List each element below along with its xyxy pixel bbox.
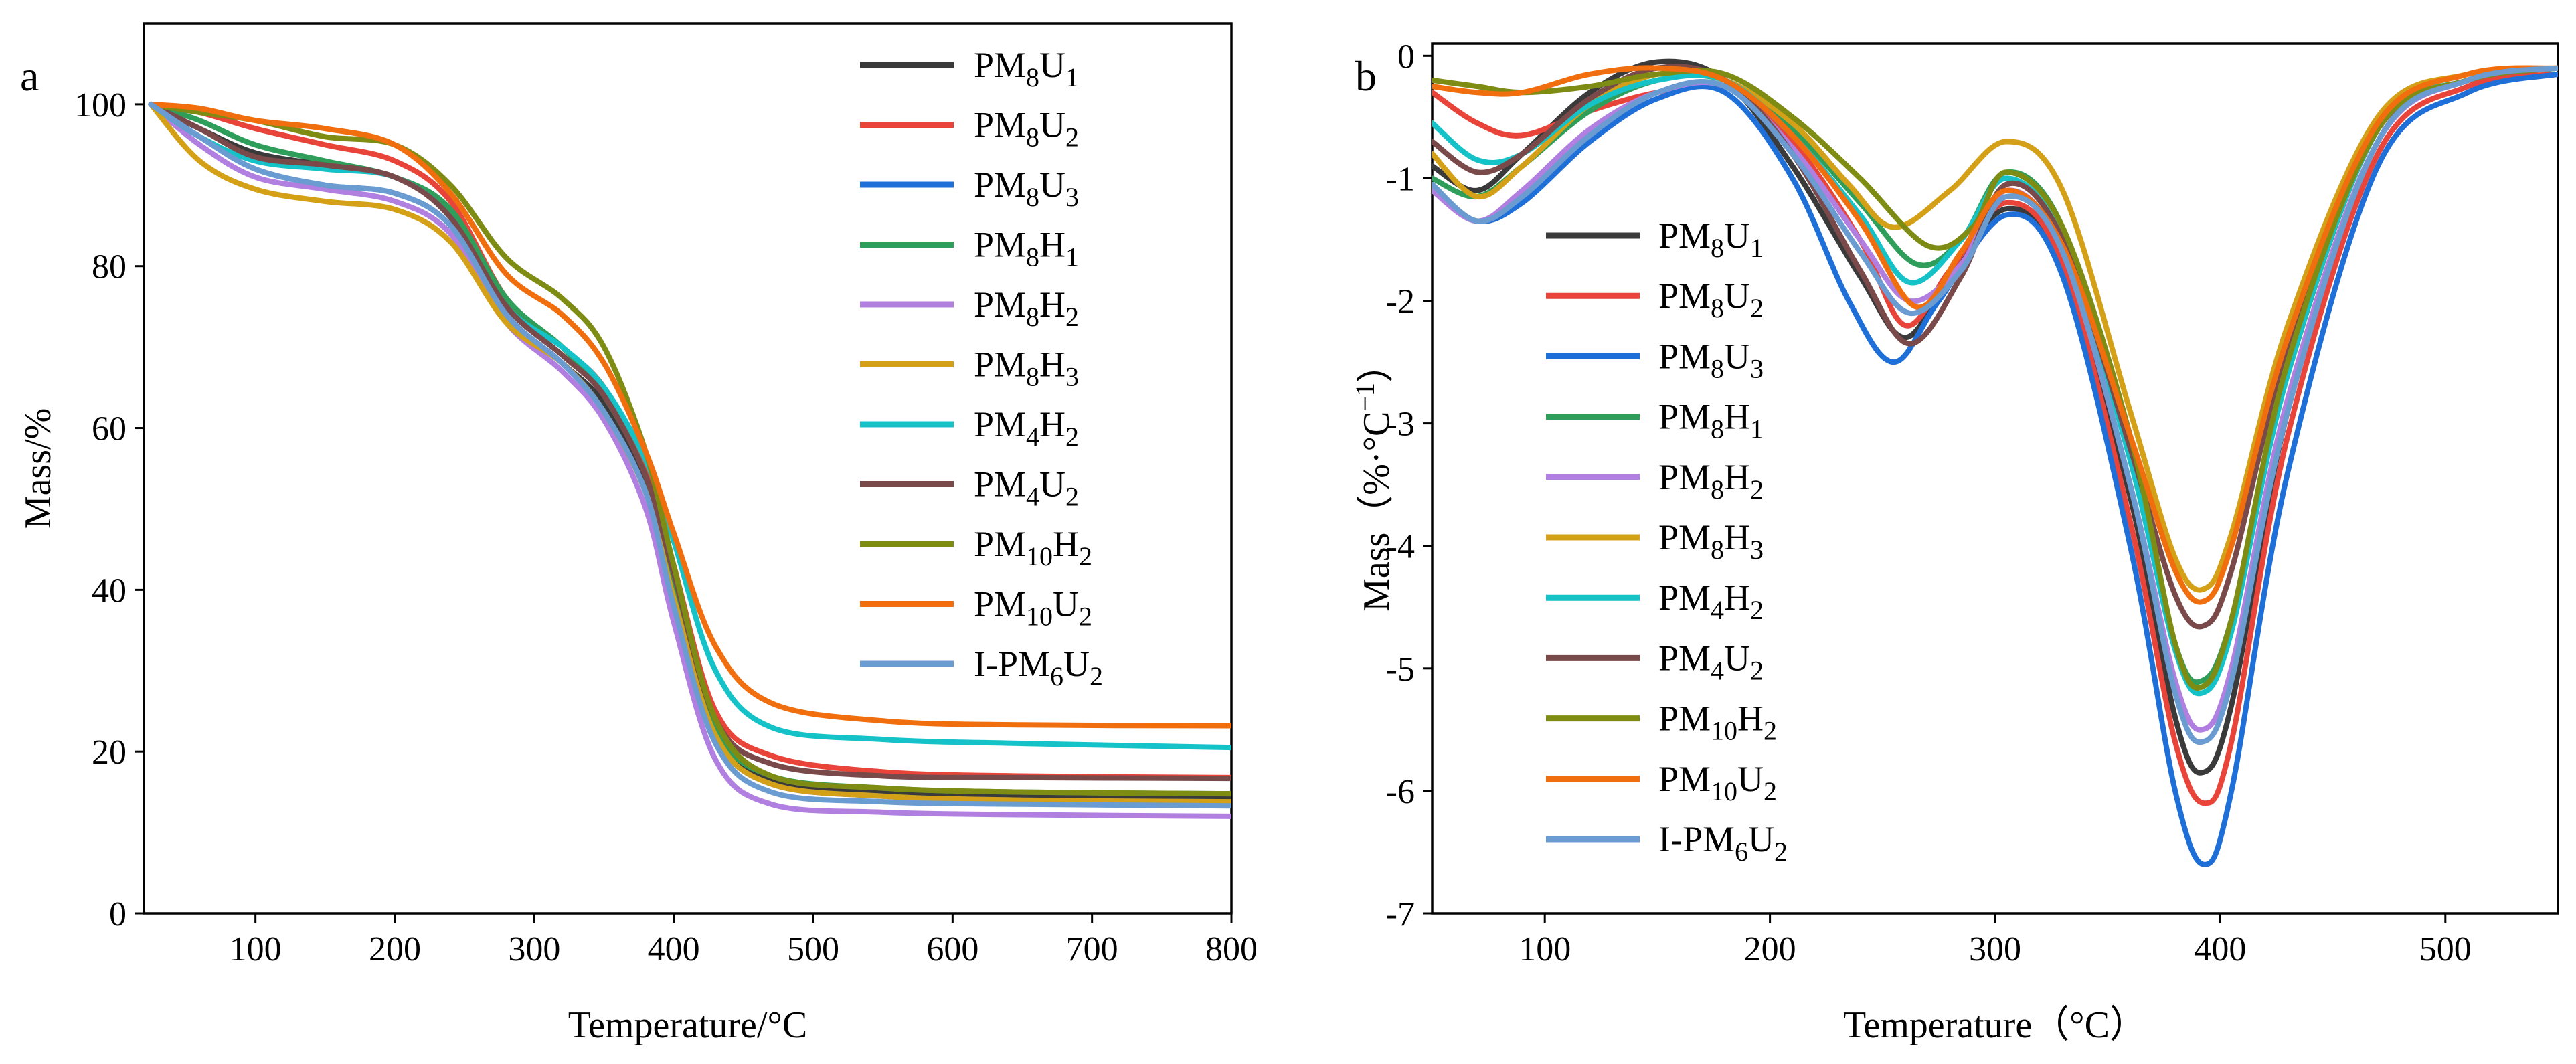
x-tick-label: 100 bbox=[230, 930, 282, 968]
y-tick-label: -7 bbox=[1386, 895, 1415, 934]
panel-b: 100 200 300 400 500 0 -1 -2 -3 -4 -5 -6 -7 Temperatur… bbox=[1350, 37, 2559, 1046]
legend-label-I-PM6U2: I-PM6U2 bbox=[974, 644, 1103, 691]
y-tick-label: -1 bbox=[1386, 160, 1415, 198]
panel-a: 100 200 300 400 500 600 700 800 0 20 40 60 80 100 Temp… bbox=[17, 22, 1258, 1046]
panel-label: b bbox=[1355, 52, 1377, 100]
plot-frame bbox=[143, 22, 1233, 915]
legend-label-PM8H1: PM8H1 bbox=[974, 225, 1079, 272]
x-tick-label: 400 bbox=[2194, 930, 2246, 968]
y-tick-label: 20 bbox=[92, 733, 126, 772]
legend-label-PM10H2: PM10H2 bbox=[1658, 699, 1777, 746]
series-line-PM10H2 bbox=[1432, 65, 2558, 691]
y-axis-title: Mass/% bbox=[17, 408, 59, 529]
series-group bbox=[1432, 58, 2558, 867]
legend: PM8U1 PM8U2 PM8U3 PM8H1 PM8H2 PM8H3 PM4H2 PM4U2… bbox=[860, 45, 1103, 691]
series-line-PM8H2 bbox=[148, 101, 1231, 819]
panel-label: a bbox=[20, 52, 39, 100]
legend-label-PM8U3: PM8U3 bbox=[1658, 336, 1764, 383]
series-line-PM8U3 bbox=[1432, 71, 2558, 867]
y-tick-label: 40 bbox=[92, 571, 126, 610]
legend-label-PM8H3: PM8H3 bbox=[1658, 517, 1764, 565]
legend-label-PM4U2: PM4U2 bbox=[974, 464, 1079, 512]
legend-label-PM8U1: PM8U1 bbox=[974, 45, 1079, 92]
series-line-PM4H2 bbox=[148, 101, 1231, 751]
y-tick-label: -2 bbox=[1386, 283, 1415, 321]
series-line-PM8H3 bbox=[1432, 65, 2558, 593]
legend: PM8U1 PM8U2 PM8U3 PM8H1 PM8H2 PM8H3 PM4H2 PM4U2… bbox=[1546, 215, 1788, 867]
x-tick-label: 200 bbox=[369, 930, 421, 968]
x-tick-label: 700 bbox=[1066, 930, 1118, 968]
legend-label-PM10U2: PM10U2 bbox=[1658, 759, 1777, 806]
series-line-I-PM6U2 bbox=[148, 101, 1231, 809]
y-tick-label: 0 bbox=[1397, 37, 1415, 76]
y-tick-label: -5 bbox=[1386, 650, 1415, 689]
legend-label-PM4U2: PM4U2 bbox=[1658, 638, 1764, 685]
y-tick-label: 60 bbox=[92, 410, 126, 448]
y-tick-label: -4 bbox=[1386, 528, 1415, 566]
x-tick-label: 200 bbox=[1744, 930, 1796, 968]
series-group bbox=[148, 101, 1231, 819]
y-tick-label: 80 bbox=[92, 248, 126, 286]
series-line-PM4U2 bbox=[1432, 64, 2558, 630]
legend-label-PM10U2: PM10U2 bbox=[974, 584, 1092, 632]
x-tick-label: 600 bbox=[926, 930, 978, 968]
x-tick-label: 300 bbox=[1969, 930, 2021, 968]
legend-label-PM4H2: PM4H2 bbox=[974, 404, 1079, 452]
legend-label-PM8H1: PM8H1 bbox=[1658, 397, 1764, 444]
series-line-PM8H1 bbox=[1432, 65, 2558, 685]
legend-label-I-PM6U2: I-PM6U2 bbox=[1658, 819, 1788, 867]
legend-label-PM8U1: PM8U1 bbox=[1658, 215, 1764, 263]
legend-label-PM8U3: PM8U3 bbox=[974, 165, 1079, 212]
series-line-I-PM6U2 bbox=[1432, 65, 2558, 745]
legend-label-PM8U2: PM8U2 bbox=[1658, 276, 1764, 323]
legend-label-PM4H2: PM4H2 bbox=[1658, 578, 1764, 625]
legend-label-PM8U2: PM8U2 bbox=[974, 105, 1079, 153]
y-tick-label: 0 bbox=[109, 895, 126, 934]
y-tick-label: 100 bbox=[74, 86, 126, 124]
y-tick-label: -3 bbox=[1386, 406, 1415, 444]
y-axis-title: Mass（%·°C−1） bbox=[1350, 345, 1397, 612]
x-tick-label: 400 bbox=[648, 930, 700, 968]
y-tick-label: -6 bbox=[1386, 773, 1415, 811]
x-tick-label: 500 bbox=[787, 930, 839, 968]
x-tick-label: 100 bbox=[1519, 930, 1571, 968]
x-tick-label: 300 bbox=[508, 930, 560, 968]
x-axis-title: Temperature/°C bbox=[568, 1004, 807, 1046]
legend-label-PM8H3: PM8H3 bbox=[974, 345, 1079, 392]
series-line-PM4U2 bbox=[148, 101, 1231, 782]
x-tick-label: 500 bbox=[2419, 930, 2472, 968]
series-line-PM10H2 bbox=[148, 101, 1231, 797]
legend-label-PM8H2: PM8H2 bbox=[974, 284, 1079, 332]
series-line-PM10U2 bbox=[148, 101, 1231, 729]
x-axis-title: Temperature（°C） bbox=[1843, 1004, 2147, 1046]
x-tick-label: 800 bbox=[1205, 930, 1258, 968]
legend-label-PM8H2: PM8H2 bbox=[1658, 457, 1764, 505]
legend-label-PM10H2: PM10H2 bbox=[974, 524, 1092, 571]
series-line-PM8H2 bbox=[1432, 65, 2558, 733]
